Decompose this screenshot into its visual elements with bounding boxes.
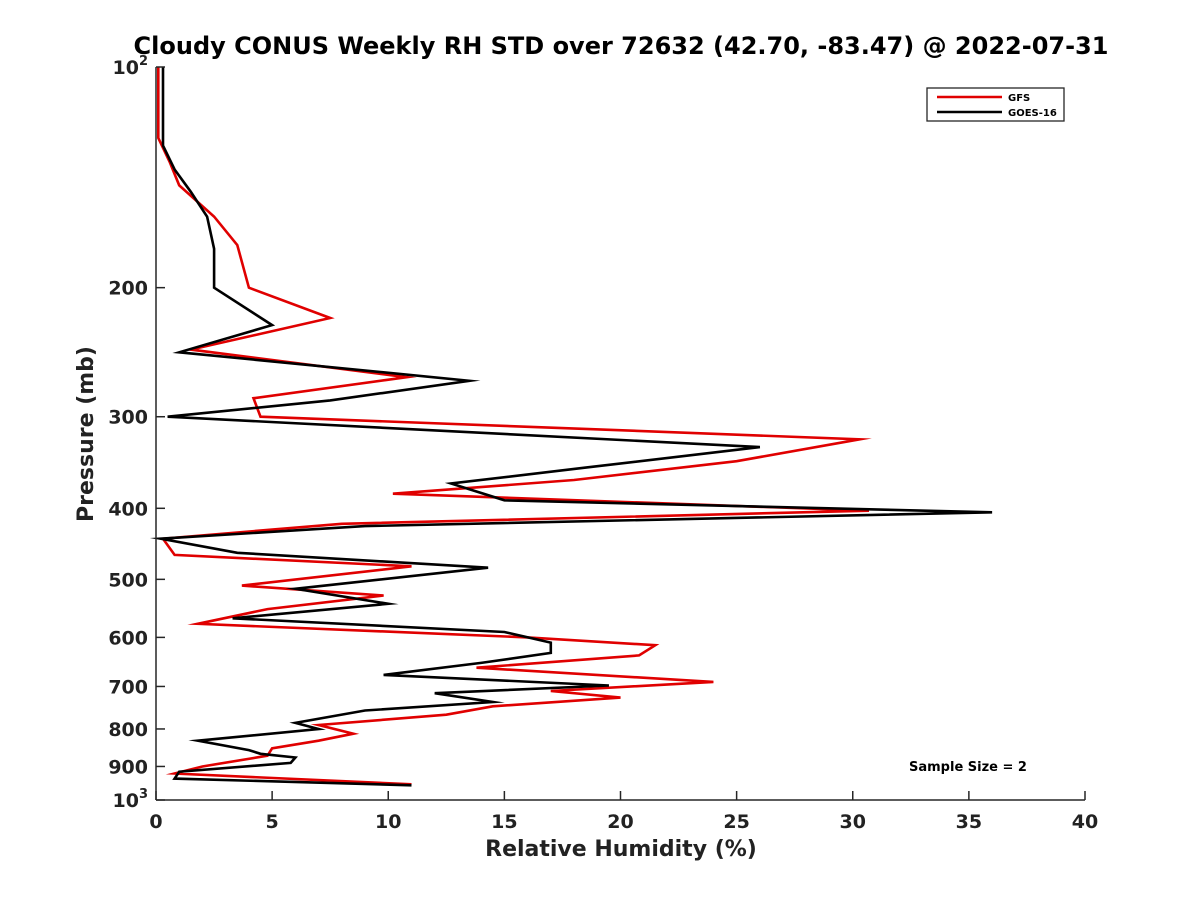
y-tick-label: 200 <box>108 278 148 300</box>
x-tick-label: 10 <box>375 811 401 833</box>
y-axis-label: Pressure (mb) <box>74 346 99 522</box>
y-tick-label: 400 <box>108 498 148 520</box>
x-tick-label: 5 <box>266 811 279 833</box>
x-tick-label: 40 <box>1072 811 1098 833</box>
y-tick-label: 700 <box>108 676 148 698</box>
y-tick-exponent: 3 <box>139 787 148 802</box>
legend: GFS GOES-16 <box>926 87 1065 122</box>
sample-size-annotation: Sample Size = 2 <box>909 760 1027 775</box>
y-tick-label: 900 <box>108 756 148 778</box>
x-tick-label: 30 <box>840 811 866 833</box>
y-tick-label: 500 <box>108 569 148 591</box>
x-tick-label: 0 <box>149 811 162 833</box>
plot-lines <box>149 67 993 787</box>
x-axis-label: Relative Humidity (%) <box>485 837 757 862</box>
x-tick-label: 35 <box>956 811 982 833</box>
x-tick-label: 15 <box>491 811 517 833</box>
legend-entry-label: GFS <box>1008 93 1030 104</box>
y-tick-label: 300 <box>108 407 148 429</box>
axes: 0 5 10 15 20 25 30 35 40102200300400500600700800… <box>108 54 1098 833</box>
legend-box <box>926 87 1065 122</box>
y-tick-label: 600 <box>108 627 148 649</box>
y-tick-label: 800 <box>108 719 148 741</box>
legend-entry-label: GOES-16 <box>1008 108 1057 119</box>
x-tick-label: 20 <box>607 811 633 833</box>
series-line-gfs <box>157 67 872 786</box>
x-tick-label: 25 <box>723 811 749 833</box>
y-tick-exponent: 2 <box>139 54 148 69</box>
series-line-goes-16 <box>149 67 993 787</box>
chart-title: Cloudy CONUS Weekly RH STD over 72632 (4… <box>134 32 1109 60</box>
